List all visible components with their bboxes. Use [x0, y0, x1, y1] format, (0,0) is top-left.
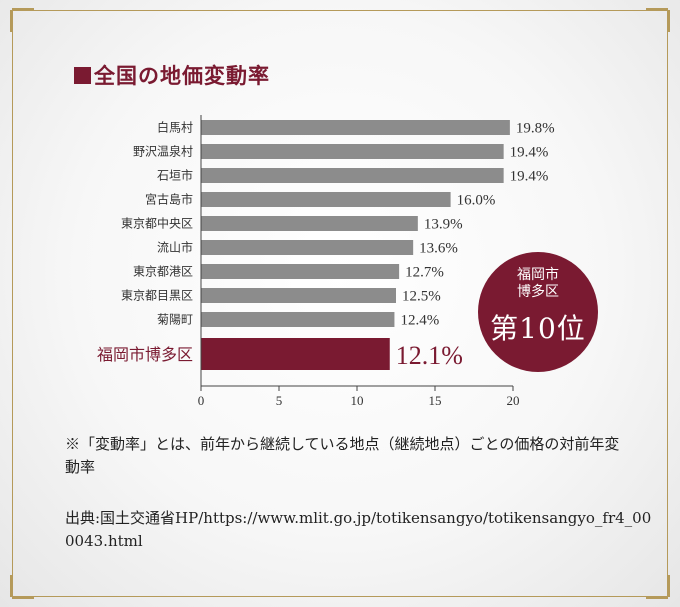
chart-title-text: 全国の地価変動率 — [94, 63, 270, 88]
value-label: 19.4% — [510, 145, 549, 161]
frame-corner — [646, 596, 668, 599]
frame-corner — [12, 8, 34, 11]
x-tick-label: 20 — [507, 393, 520, 408]
gold-frame — [12, 10, 668, 597]
frame-corner — [667, 575, 670, 597]
bar — [201, 240, 414, 255]
category-label: 野沢温泉村 — [133, 145, 193, 159]
bar — [201, 264, 400, 279]
bar — [201, 120, 510, 135]
value-label: 12.4% — [400, 313, 439, 329]
category-label: 福岡市博多区 — [97, 345, 193, 364]
frame-corner — [646, 8, 668, 11]
value-label: 12.5% — [402, 289, 441, 305]
bar — [201, 338, 390, 370]
title-square-icon — [74, 67, 91, 84]
x-tick-label: 15 — [429, 393, 442, 408]
category-label: 白馬村 — [157, 120, 193, 135]
value-label: 19.4% — [510, 169, 549, 185]
category-label: 菊陽町 — [157, 313, 193, 327]
x-tick-label: 10 — [351, 393, 364, 408]
x-tick-label: 0 — [198, 393, 205, 408]
category-label: 東京都目黒区 — [121, 289, 193, 303]
frame-corner — [12, 596, 34, 599]
value-label: 12.7% — [405, 265, 444, 281]
frame-corner — [10, 10, 13, 32]
source-citation: 出典:国土交通省HP/https://www.mlit.go.jp/totike… — [65, 509, 652, 550]
category-label: 宮古島市 — [145, 192, 193, 207]
category-label: 石垣市 — [157, 168, 193, 183]
footnote: ※「変動率」とは、前年から継続している地点（継続地点）ごとの価格の対前年変動率 — [65, 435, 620, 476]
bar — [201, 312, 395, 327]
bar — [201, 288, 396, 303]
frame-corner — [10, 575, 13, 597]
x-tick-label: 5 — [276, 393, 283, 408]
chart-title: 全国の地価変動率 — [74, 60, 270, 90]
bar — [201, 192, 451, 207]
badge-rank: 第10位 — [490, 312, 586, 345]
bar — [201, 216, 418, 231]
category-label: 東京都港区 — [133, 265, 193, 279]
category-label: 流山市 — [157, 240, 193, 255]
value-label: 19.8% — [516, 121, 555, 137]
value-label: 12.1% — [396, 341, 463, 370]
value-label: 13.6% — [419, 241, 458, 257]
bar — [201, 168, 504, 183]
bar — [201, 144, 504, 159]
value-label: 16.0% — [457, 193, 496, 209]
frame-corner — [667, 10, 670, 32]
category-label: 東京都中央区 — [121, 216, 193, 231]
rank-badge: 福岡市 博多区 第10位 — [478, 252, 598, 372]
value-label: 13.9% — [424, 217, 463, 233]
badge-line2: 博多区 — [517, 284, 559, 300]
badge-line1: 福岡市 — [517, 267, 559, 283]
